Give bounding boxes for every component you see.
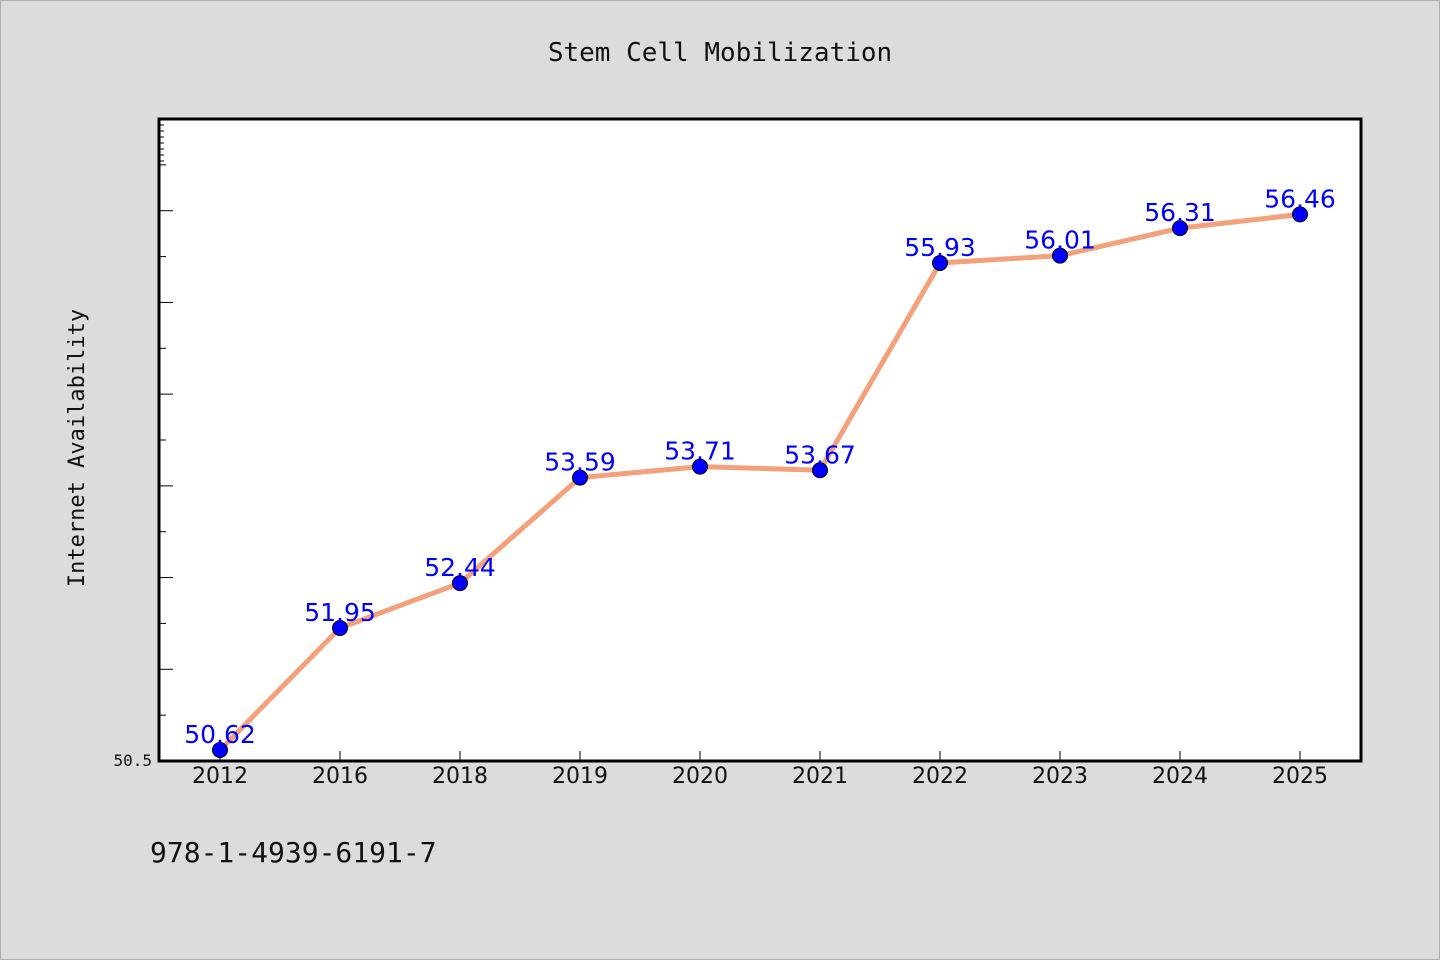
data-point-marker bbox=[332, 620, 348, 637]
data-label: 53.59 bbox=[544, 448, 616, 477]
y-axis-label: Internet Availability bbox=[65, 309, 90, 587]
series-line bbox=[217, 211, 1303, 753]
data-point-marker bbox=[1172, 220, 1188, 237]
x-tick-label: 2022 bbox=[912, 764, 968, 789]
x-tick-label: 2025 bbox=[1272, 764, 1328, 789]
data-label-group: 50.62 51.95 52.44 53.59 53.71 53.67 55.93 56.01… bbox=[184, 184, 1336, 749]
footer-text: 978-1-4939-6191-7 bbox=[150, 836, 437, 869]
data-point-marker bbox=[452, 575, 468, 592]
data-label: 51.95 bbox=[304, 598, 376, 627]
data-label: 56.31 bbox=[1144, 198, 1216, 227]
data-label: 53.71 bbox=[664, 437, 736, 466]
data-point-marker bbox=[572, 469, 588, 486]
data-point-marker bbox=[1292, 206, 1308, 223]
y-axis-ticks bbox=[159, 124, 173, 716]
plot-area bbox=[157, 117, 1363, 763]
data-label: 52.44 bbox=[424, 553, 496, 582]
data-label: 55.93 bbox=[904, 233, 976, 262]
x-tick-label: 2016 bbox=[312, 764, 368, 789]
data-label: 53.67 bbox=[784, 440, 856, 469]
x-tick-label: 2020 bbox=[672, 764, 728, 789]
x-tick-label: 2021 bbox=[792, 764, 848, 789]
data-label: 50.62 bbox=[184, 720, 256, 749]
data-point-marker bbox=[932, 254, 948, 271]
data-label: 56.46 bbox=[1264, 184, 1336, 213]
x-tick-label: 2012 bbox=[192, 764, 248, 789]
x-tick-label: 2023 bbox=[1032, 764, 1088, 789]
data-label: 56.01 bbox=[1024, 226, 1096, 255]
data-point-marker bbox=[1052, 247, 1068, 264]
y-tick-label: 50.5 bbox=[113, 751, 152, 770]
x-tick-label: 2019 bbox=[552, 764, 608, 789]
marker-group bbox=[212, 206, 1308, 758]
x-tick-label: 2024 bbox=[1152, 764, 1208, 789]
data-point-marker bbox=[692, 458, 708, 475]
data-point-marker bbox=[812, 462, 828, 479]
data-point-marker bbox=[212, 741, 228, 758]
x-axis-ticks: 2012 2016 2018 2019 2020 2021 2022 2023 2024 2025 bbox=[192, 751, 1328, 789]
chart-title: Stem Cell Mobilization bbox=[548, 38, 892, 68]
series-line-group bbox=[217, 211, 1303, 753]
x-tick-label: 2018 bbox=[432, 764, 488, 789]
